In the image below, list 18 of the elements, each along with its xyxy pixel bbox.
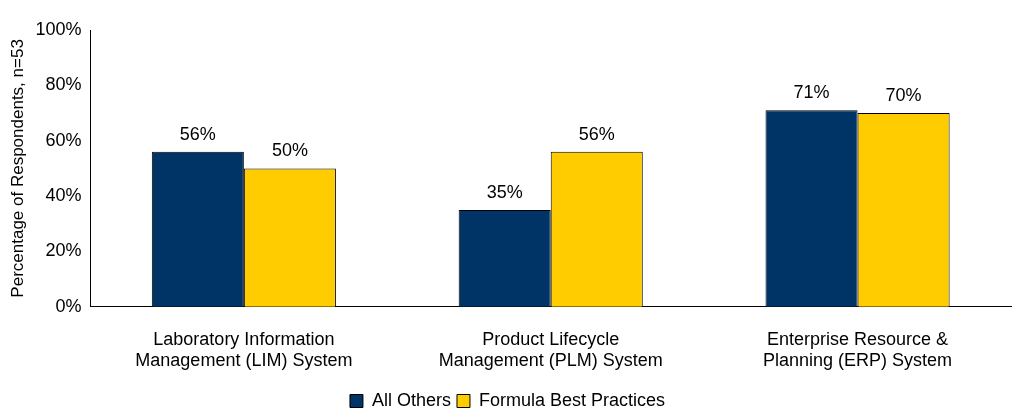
y-axis-title: Percentage of Respondents, n=53 <box>7 39 27 298</box>
data-label: 70% <box>885 85 922 106</box>
y-tick-label: 100% <box>35 18 82 39</box>
y-tick-label: 20% <box>45 240 82 261</box>
data-label: 71% <box>793 82 830 103</box>
data-label: 35% <box>486 181 523 202</box>
x-tick-label: Product Lifecycle Management (PLM) System <box>438 328 663 371</box>
y-tick-label: 0% <box>55 295 82 316</box>
y-tick-label: 80% <box>45 74 82 95</box>
x-tick-label: Enterprise Resource & Planning (ERP) System <box>763 328 953 371</box>
legend-label: Formula Best Practices <box>478 389 666 410</box>
data-label: 56% <box>578 123 615 144</box>
data-label: 56% <box>179 123 216 144</box>
x-tick-label: Laboratory Information Management (LIM) System <box>135 328 353 371</box>
data-label: 50% <box>271 140 308 161</box>
legend-label: All Others <box>371 389 451 410</box>
y-tick-label: 40% <box>45 185 82 206</box>
y-tick-label: 60% <box>45 129 82 150</box>
